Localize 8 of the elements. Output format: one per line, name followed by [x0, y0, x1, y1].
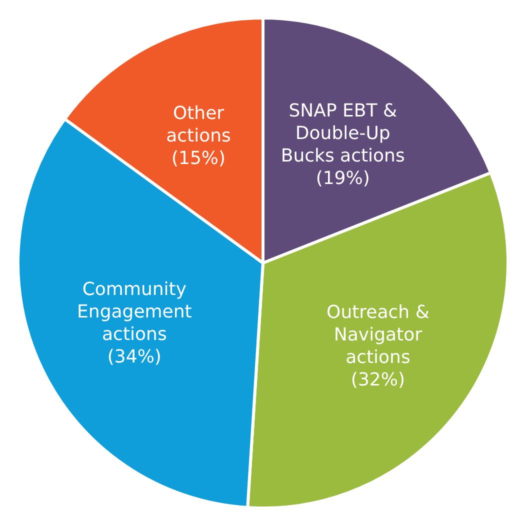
- data-label: (15%): [171, 148, 226, 169]
- data-label: (32%): [350, 369, 405, 390]
- slice-label: SNAP EBT & Double-Up Bucks actions: [280, 100, 405, 167]
- slice-label: Outreach & Navigator actions: [326, 302, 430, 368]
- slice-label: Community Engagement actions: [77, 278, 192, 345]
- slice-label: Other actions: [166, 102, 231, 146]
- data-label: (34%): [107, 346, 162, 368]
- data-label: (19%): [316, 168, 370, 190]
